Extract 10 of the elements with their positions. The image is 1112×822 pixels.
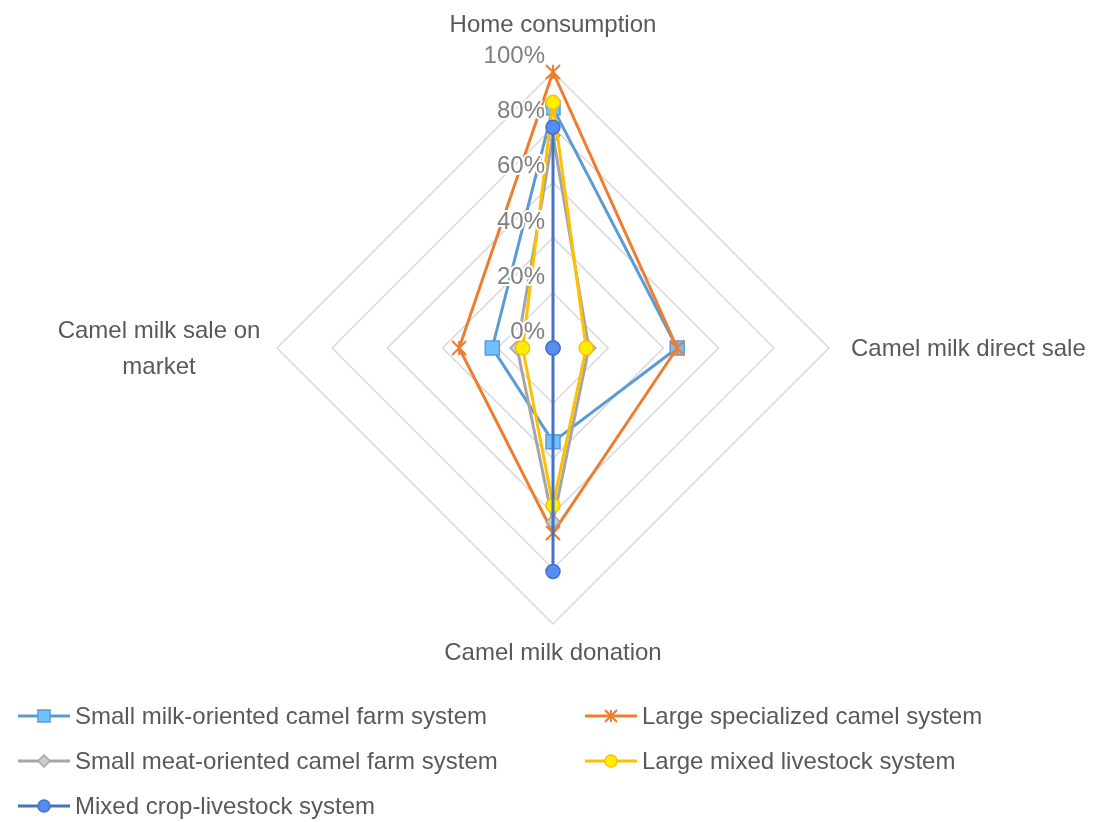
legend-label: Large mixed livestock system [642, 747, 956, 774]
legend-label: Mixed crop-livestock system [75, 792, 376, 819]
spoke-label: Camel milk donation [444, 638, 662, 665]
legend-label: Large specialized camel system [642, 702, 983, 729]
legend-label: Small meat-oriented camel farm system [75, 747, 498, 774]
y-tick-label: 100% [483, 41, 545, 68]
spoke-label: Home consumption [449, 10, 657, 37]
spoke-label: Camel milk sale on market [57, 316, 261, 379]
spoke-label: Camel milk direct sale [851, 334, 1086, 361]
legend-label: Small milk-oriented camel farm system [75, 702, 488, 729]
